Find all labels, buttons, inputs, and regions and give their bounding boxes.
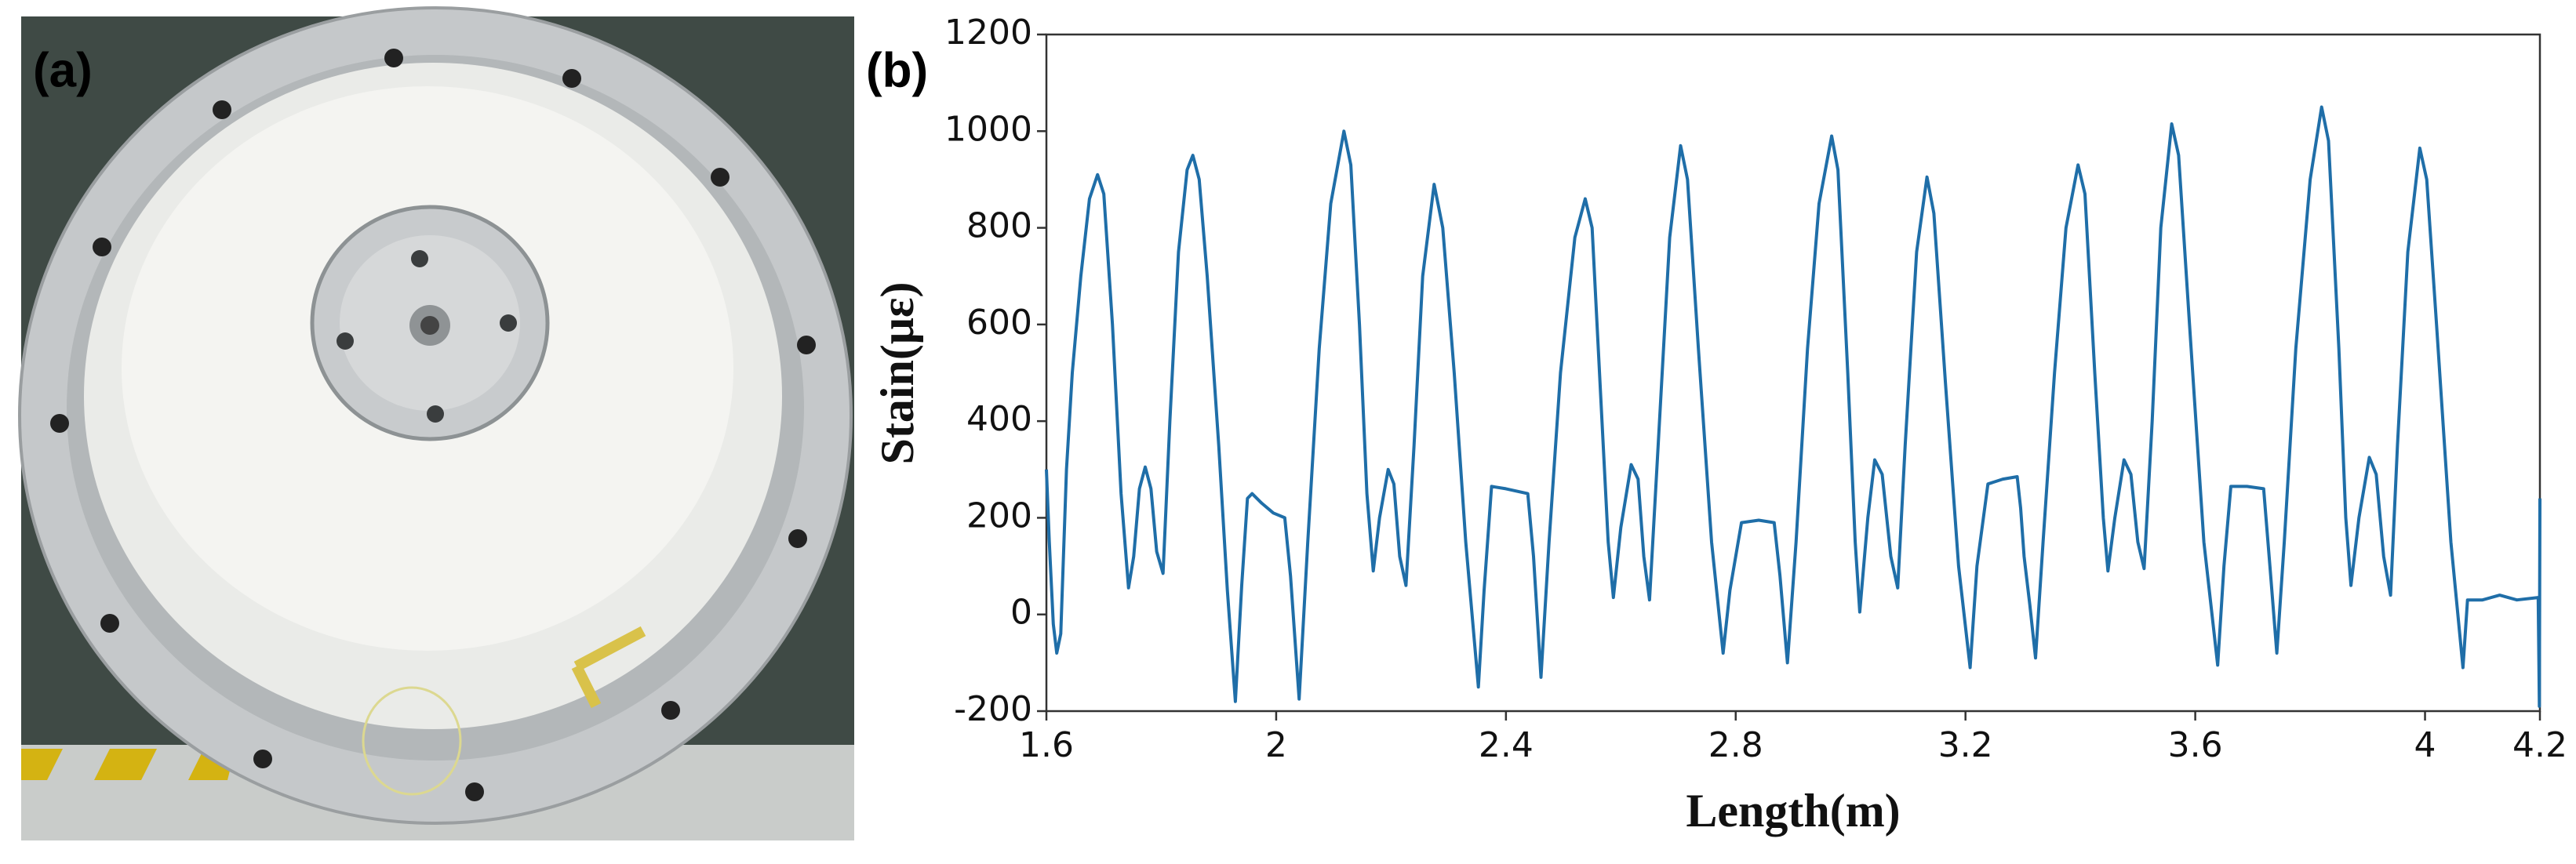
x-axis-title: Length(m) [1686,785,1900,837]
y-tick-label: -200 [954,689,1032,729]
photo [18,6,854,840]
panel-label: (b) [866,43,928,97]
x-tick-label: 2.4 [1479,725,1534,765]
y-tick-label: 600 [966,303,1032,343]
x-tick-label: 3.6 [2168,725,2223,765]
y-tick-label: 1200 [944,13,1032,53]
y-tick-label: 800 [966,206,1032,246]
x-tick-label: 2 [1265,725,1287,765]
panel-label: (a) [33,43,93,97]
x-tick-label: 4 [2414,725,2436,765]
x-tick-label: 1.6 [1019,725,1074,765]
x-tick-label: 3.2 [1938,725,1993,765]
y-tick-label: 400 [966,399,1032,439]
plot-frame [1045,33,2541,713]
y-axis-title: Stain(με) [871,282,923,465]
data-line [1045,105,2541,708]
x-tick-label: 4.2 [2512,725,2567,765]
y-tick-label: 1000 [944,109,1032,149]
y-tick-label: 0 [1010,593,1032,633]
x-tick-label: 2.8 [1708,725,1763,765]
y-tick-label: 200 [966,496,1032,535]
